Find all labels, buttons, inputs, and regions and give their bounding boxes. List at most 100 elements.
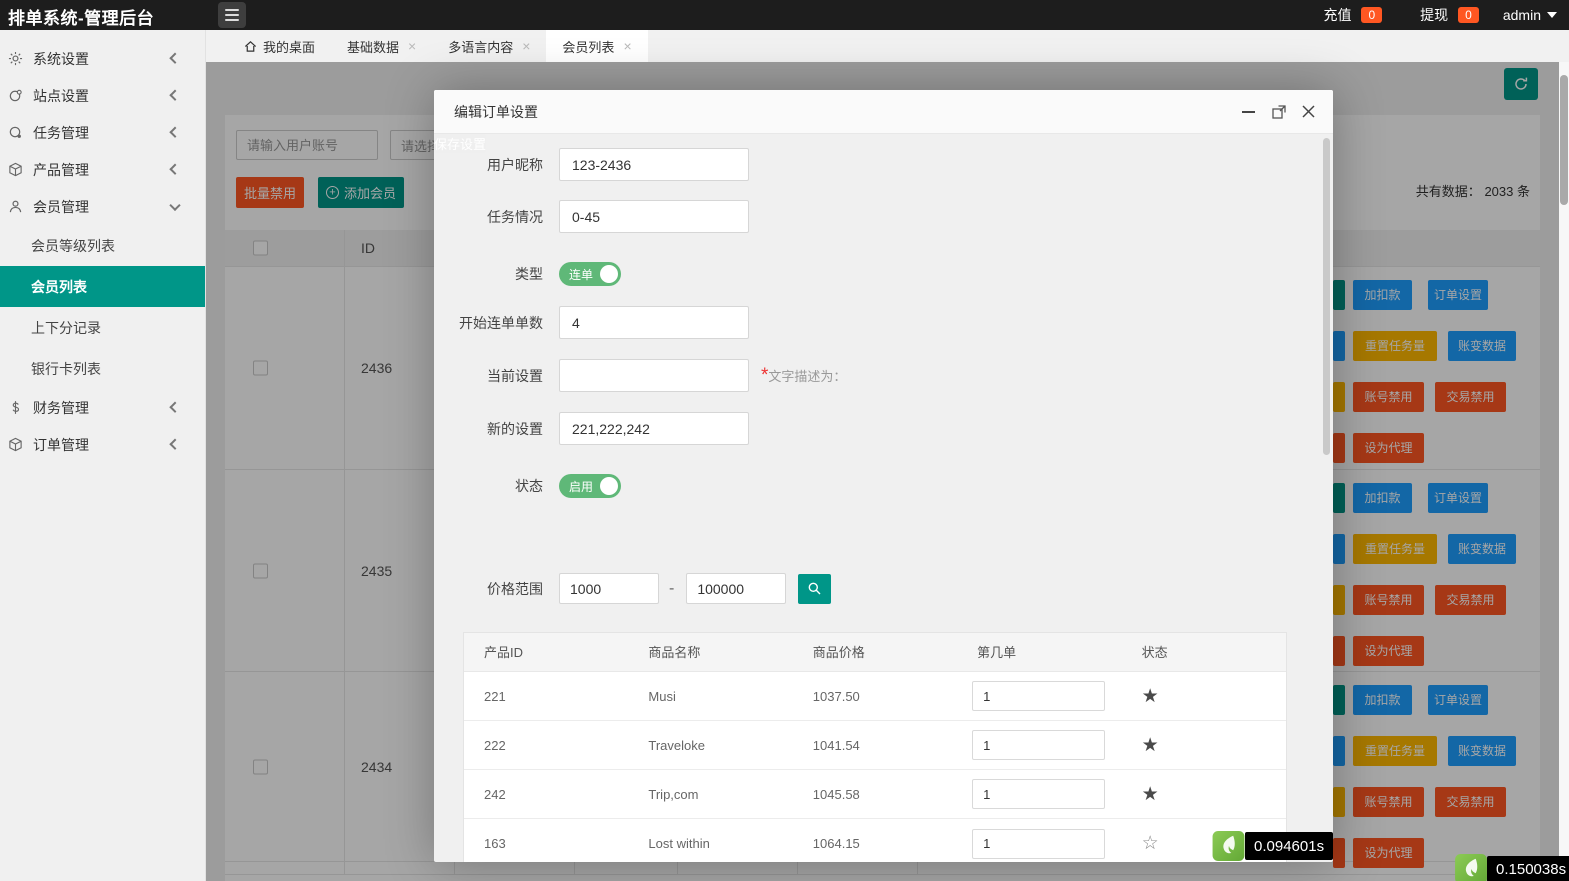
order-number-field[interactable]	[972, 828, 1106, 859]
row-checkbox[interactable]	[253, 563, 268, 578]
sidebar-item-member-list[interactable]: 会员列表	[0, 266, 205, 307]
order-number-field[interactable]	[972, 779, 1106, 809]
hidden-button-sliver[interactable]	[1333, 736, 1345, 766]
sidebar-item-order-management[interactable]: 订单管理	[0, 426, 205, 463]
reset-tasks-button[interactable]: 重置任务量	[1353, 736, 1437, 766]
nickname-field[interactable]	[559, 148, 749, 181]
recharge-link[interactable]: 充值	[1323, 7, 1352, 23]
add-deduct-button[interactable]: 加扣款	[1353, 280, 1412, 310]
select-all-checkbox[interactable]	[253, 240, 268, 256]
disable-account-button[interactable]: 账号禁用	[1353, 585, 1424, 615]
row-checkbox[interactable]	[253, 360, 268, 376]
order-number-field[interactable]	[972, 681, 1106, 711]
header-product-name: 商品名称	[648, 645, 701, 660]
total-label: 共有数据：	[1415, 184, 1481, 199]
hidden-button-sliver[interactable]	[1333, 585, 1345, 615]
order-settings-button[interactable]: 订单设置	[1428, 685, 1488, 715]
order-settings-button[interactable]: 订单设置	[1428, 483, 1488, 513]
tab-label: 会员列表	[562, 39, 615, 55]
product-table: 产品ID 商品名称 商品价格 第几单 状态 221 Musi 1037.50 2…	[463, 632, 1287, 862]
tab-close-icon[interactable]	[522, 39, 530, 53]
tab-close-icon[interactable]	[623, 39, 631, 53]
page-scrollbar[interactable]	[1559, 62, 1569, 881]
status-toggle[interactable]: 启用	[559, 474, 621, 498]
hidden-button-sliver[interactable]	[1333, 382, 1345, 412]
search-input[interactable]	[236, 130, 378, 160]
hidden-button-sliver[interactable]	[1333, 331, 1345, 361]
hidden-button-sliver[interactable]	[1333, 685, 1345, 715]
status-row: 状态 启用	[434, 474, 1333, 498]
new-setting-field[interactable]	[559, 412, 749, 445]
dialog-scrollbar-thumb[interactable]	[1323, 138, 1330, 455]
hidden-button-sliver[interactable]	[1333, 280, 1345, 310]
price-min-field[interactable]	[559, 573, 659, 604]
batch-disable-button[interactable]: 批量禁用	[236, 177, 304, 208]
tab-basic-data[interactable]: 基础数据	[331, 30, 432, 62]
reset-tasks-button[interactable]: 重置任务量	[1353, 534, 1437, 564]
sidebar-item-product-management[interactable]: 产品管理	[0, 151, 205, 188]
star-filled-icon[interactable]	[1142, 784, 1159, 805]
minimize-icon[interactable]	[1241, 104, 1256, 119]
sidebar-item-member-management[interactable]: 会员管理	[0, 188, 205, 225]
sidebar-item-site-settings[interactable]: 站点设置	[0, 77, 205, 114]
close-icon[interactable]	[1301, 104, 1316, 119]
price-range-label: 价格范围	[487, 580, 543, 597]
maximize-icon[interactable]	[1271, 104, 1286, 119]
reset-tasks-button[interactable]: 重置任务量	[1353, 331, 1437, 361]
start-count-field[interactable]	[559, 306, 749, 339]
disable-account-button[interactable]: 账号禁用	[1353, 382, 1424, 412]
tab-multilanguage[interactable]: 多语言内容	[432, 30, 546, 62]
withdraw-link[interactable]: 提现	[1420, 7, 1449, 23]
sidebar-item-score-records[interactable]: 上下分记录	[0, 307, 205, 348]
save-settings-button[interactable]: 保存设置	[434, 134, 487, 153]
tab-member-list[interactable]: 会员列表	[546, 30, 648, 62]
star-outline-icon[interactable]	[1142, 833, 1159, 854]
refresh-button[interactable]	[1504, 68, 1538, 100]
menu-toggle-icon[interactable]	[218, 2, 246, 28]
sidebar-item-finance-management[interactable]: 财务管理	[0, 389, 205, 426]
hidden-button-sliver[interactable]	[1333, 787, 1345, 817]
price-range-row: 价格范围 -	[434, 573, 1333, 604]
user-menu[interactable]: admin	[1503, 7, 1557, 23]
tasks-icon	[8, 125, 23, 140]
account-changes-button[interactable]: 账变数据	[1448, 736, 1516, 766]
row-actions-line: 加扣款 订单设置	[1333, 483, 1488, 513]
timer-value: 0.094601s	[1245, 832, 1334, 860]
tab-my-desktop[interactable]: 我的桌面	[228, 30, 331, 62]
account-changes-button[interactable]: 账变数据	[1448, 331, 1516, 361]
hidden-button-sliver[interactable]	[1333, 483, 1345, 513]
type-toggle[interactable]: 连单	[559, 262, 621, 286]
hidden-button-sliver[interactable]	[1333, 838, 1345, 868]
disable-trade-button[interactable]: 交易禁用	[1435, 787, 1506, 817]
add-deduct-button[interactable]: 加扣款	[1353, 685, 1412, 715]
add-deduct-button[interactable]: 加扣款	[1353, 483, 1412, 513]
sidebar-item-task-management[interactable]: 任务管理	[0, 114, 205, 151]
disable-trade-button[interactable]: 交易禁用	[1435, 585, 1506, 615]
task-status-field[interactable]	[559, 200, 749, 233]
star-filled-icon[interactable]	[1142, 735, 1159, 756]
order-number-field[interactable]	[972, 730, 1106, 760]
tab-close-icon[interactable]	[408, 39, 416, 53]
checkbox-header-cell	[225, 230, 345, 266]
order-settings-button[interactable]: 订单设置	[1428, 280, 1488, 310]
sidebar-item-system-settings[interactable]: 系统设置	[0, 40, 205, 77]
add-member-button[interactable]: 添加会员	[318, 177, 404, 208]
current-setting-field[interactable]	[559, 359, 749, 392]
hidden-button-sliver[interactable]	[1333, 433, 1345, 463]
row-checkbox[interactable]	[253, 759, 268, 774]
star-filled-icon[interactable]	[1142, 686, 1159, 707]
hidden-button-sliver[interactable]	[1333, 636, 1345, 666]
product-table-header: 产品ID 商品名称 商品价格 第几单 状态	[464, 633, 1286, 672]
price-max-field[interactable]	[686, 573, 787, 604]
account-changes-button[interactable]: 账变数据	[1448, 534, 1516, 564]
set-agent-button[interactable]: 设为代理	[1353, 838, 1424, 868]
set-agent-button[interactable]: 设为代理	[1353, 433, 1424, 463]
hidden-button-sliver[interactable]	[1333, 534, 1345, 564]
set-agent-button[interactable]: 设为代理	[1353, 636, 1424, 666]
disable-account-button[interactable]: 账号禁用	[1353, 787, 1424, 817]
disable-trade-button[interactable]: 交易禁用	[1435, 382, 1506, 412]
sidebar-item-bank-card-list[interactable]: 银行卡列表	[0, 348, 205, 389]
sidebar-item-member-level-list[interactable]: 会员等级列表	[0, 225, 205, 266]
price-search-button[interactable]	[798, 573, 832, 604]
page-scrollbar-thumb[interactable]	[1560, 75, 1568, 205]
